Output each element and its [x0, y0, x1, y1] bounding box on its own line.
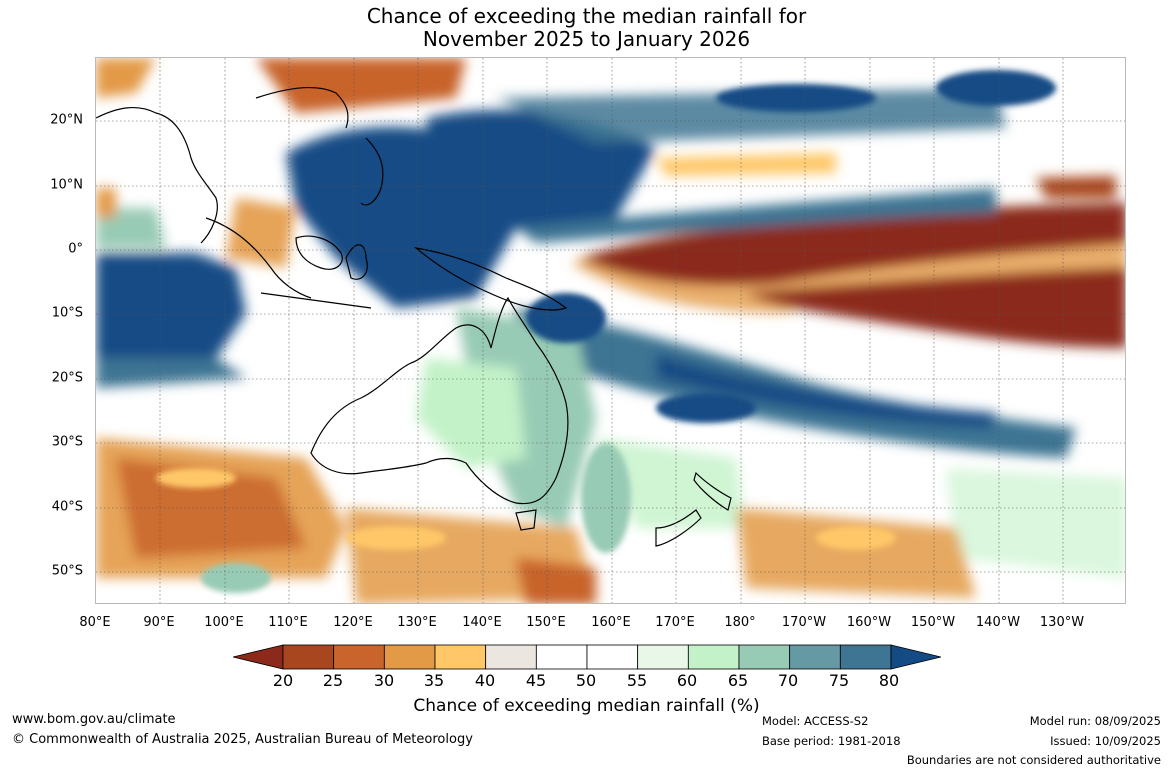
- lat-label: 20°N: [50, 112, 83, 128]
- lon-label: 180°: [724, 615, 756, 630]
- colorbar-tick-label: 35: [423, 671, 445, 690]
- colorbar-tick-label: 30: [373, 671, 395, 690]
- lat-label: 20°S: [51, 370, 83, 386]
- lon-label: 150°W: [910, 615, 956, 630]
- colorbar-tick-label: 20: [272, 671, 294, 690]
- lon-label: 130°W: [1039, 615, 1085, 630]
- colorbar-swatch: [383, 644, 436, 670]
- copyright-text: © Commonwealth of Australia 2025, Austra…: [12, 732, 473, 747]
- colorbar-swatch: [333, 644, 385, 670]
- colorbar-tick-label: 80: [878, 671, 900, 690]
- map-canvas: [96, 58, 1125, 603]
- lon-label: 140°W: [975, 615, 1021, 630]
- map-title-line1: Chance of exceeding the median rainfall …: [366, 4, 807, 28]
- lon-label: 130°E: [397, 615, 437, 630]
- lat-label: 10°N: [50, 177, 83, 193]
- probability-detail: [156, 70, 1056, 593]
- colorbar-swatch: [637, 644, 689, 670]
- colorbar-tick-label: 45: [525, 671, 547, 690]
- colorbar-swatch: [586, 644, 639, 670]
- lon-label: 160°E: [591, 615, 631, 630]
- lon-label: 160°W: [846, 615, 892, 630]
- graticule: [96, 58, 1125, 603]
- colorbar-swatch: [789, 644, 841, 670]
- probability-field: [96, 58, 1125, 603]
- base-period-text: Base period: 1981-2018: [762, 734, 901, 748]
- colorbar-swatch: [485, 644, 537, 670]
- colorbar-tick-label: 55: [626, 671, 648, 690]
- lat-label: 40°S: [51, 499, 83, 515]
- map-title-line2: November 2025 to January 2026: [422, 27, 751, 51]
- colorbar-swatch: [687, 644, 740, 670]
- coastlines: [96, 86, 732, 547]
- lon-label: 90°E: [143, 615, 175, 630]
- colorbar-tick-label: 70: [777, 671, 799, 690]
- colorbar-swatch: [738, 644, 791, 670]
- model-text: Model: ACCESS-S2: [762, 714, 869, 728]
- colorbar-swatch: [282, 644, 335, 670]
- colorbar-tick-label: 50: [575, 671, 597, 690]
- lon-label: 150°E: [526, 615, 566, 630]
- colorbar-tick-label: 75: [828, 671, 850, 690]
- website-text: www.bom.gov.au/climate: [12, 712, 176, 727]
- colorbar-tick-label: 60: [676, 671, 698, 690]
- issued-text: Issued: 10/09/2025: [1050, 734, 1161, 748]
- lon-label: 120°E: [333, 615, 373, 630]
- colorbar-title: Chance of exceeding median rainfall (%): [413, 696, 760, 716]
- colorbar-tick-label: 40: [474, 671, 496, 690]
- colorbar-extend-high: [890, 644, 941, 670]
- lon-label: 100°E: [204, 615, 244, 630]
- lat-label: 0°: [68, 241, 83, 257]
- lat-label: 30°S: [51, 434, 83, 450]
- colorbar-tick-label: 65: [727, 671, 749, 690]
- disclaimer-text: Boundaries are not considered authoritat…: [906, 753, 1161, 767]
- lat-label: 10°S: [51, 305, 83, 321]
- lon-label: 170°W: [781, 615, 827, 630]
- model-run-text: Model run: 08/09/2025: [1029, 714, 1161, 728]
- lon-label: 140°E: [462, 615, 502, 630]
- colorbar-tick-label: 25: [322, 671, 344, 690]
- colorbar-swatch: [839, 644, 892, 670]
- lat-label: 50°S: [51, 563, 83, 579]
- colorbar-legend: [233, 644, 941, 670]
- lon-label: 80°E: [79, 615, 111, 630]
- lon-label: 170°E: [655, 615, 695, 630]
- colorbar-swatch: [434, 644, 487, 670]
- colorbar-extend-low: [233, 644, 284, 670]
- colorbar-swatch: [535, 644, 588, 670]
- rainfall-outlook-map: [95, 57, 1126, 604]
- lon-label: 110°E: [268, 615, 308, 630]
